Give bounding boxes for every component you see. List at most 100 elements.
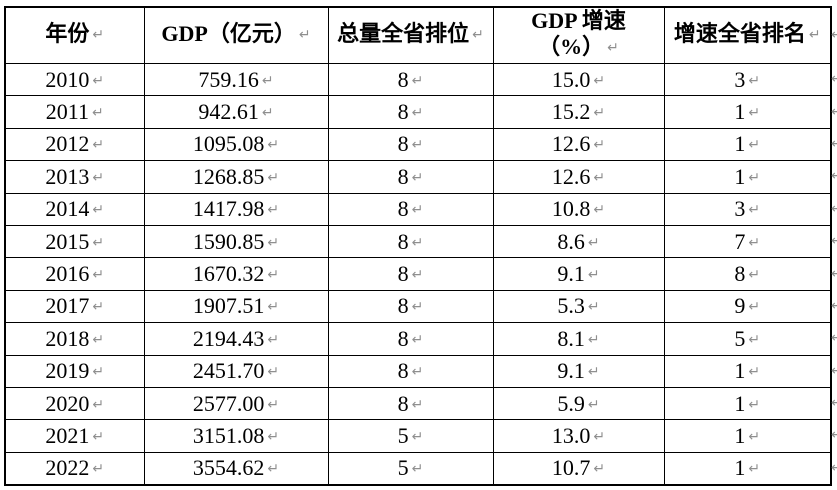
cell-text: 8.6	[557, 228, 585, 254]
end-of-cell-mark: ↵	[748, 137, 761, 154]
cell-text: 9.1	[557, 261, 585, 287]
end-of-cell-mark: ↵	[411, 364, 424, 381]
header-cell-year: 年份 ↵	[4, 6, 145, 64]
row-end-mark-slot: ↵	[831, 128, 837, 160]
table-cell: 9.1 ↵	[492, 354, 665, 388]
table-cell: 1 ↵	[663, 160, 832, 194]
end-of-cell-mark: ↵	[92, 299, 105, 316]
table-row: 2014 ↵ 1417.98 ↵ 8 ↵ 10.8 ↵ 3 ↵	[4, 192, 832, 226]
row-end-mark-slot: ↵	[831, 6, 837, 63]
cell-text: 8	[397, 293, 409, 319]
table-row: 2019 ↵ 2451.70 ↵ 8 ↵ 9.1 ↵ 1 ↵	[4, 354, 832, 388]
cell-text: 8	[397, 196, 409, 222]
table-cell: 3151.08 ↵	[143, 419, 329, 453]
end-of-cell-mark: ↵	[593, 461, 606, 478]
end-of-cell-mark: ↵	[472, 27, 484, 43]
table-cell: 942.61 ↵	[143, 95, 329, 129]
table-cell: 2577.00 ↵	[143, 386, 329, 421]
cell-text: 2014	[45, 196, 90, 222]
table-cell: 8 ↵	[327, 386, 494, 421]
table-cell: 3 ↵	[663, 192, 832, 226]
end-of-cell-mark: ↵	[267, 364, 280, 381]
end-of-cell-mark: ↵	[587, 299, 600, 316]
table-cell: 1590.85 ↵	[143, 224, 329, 259]
row-end-mark-slot: ↵	[831, 193, 837, 225]
cell-text: 2015	[45, 228, 90, 254]
table-cell: 2017 ↵	[4, 289, 145, 324]
table-cell: 8 ↵	[327, 192, 494, 226]
cell-text: 1	[734, 390, 746, 416]
cell-text: 9	[734, 293, 746, 319]
table-cell: 5 ↵	[663, 322, 832, 356]
end-of-cell-mark: ↵	[411, 202, 424, 219]
table-cell: 2021 ↵	[4, 419, 145, 453]
end-of-cell-mark: ↵	[748, 202, 761, 219]
table-cell: 2022 ↵	[4, 451, 145, 486]
table-cell: 8 ↵	[327, 257, 494, 291]
row-end-mark-slot: ↵	[831, 387, 837, 419]
table-cell: 13.0 ↵	[492, 419, 665, 453]
table-row: 2012 ↵ 1095.08 ↵ 8 ↵ 12.6 ↵ 1 ↵	[4, 127, 832, 162]
cell-text: 2451.70	[192, 358, 265, 384]
cell-text: 2577.00	[192, 390, 265, 416]
end-of-cell-mark: ↵	[267, 202, 280, 219]
cell-text: 1	[734, 358, 746, 384]
end-of-row-mark: ↵	[831, 362, 837, 379]
end-of-cell-mark: ↵	[607, 40, 619, 56]
row-end-mark-slot: ↵	[831, 290, 837, 322]
end-of-cell-mark: ↵	[593, 202, 606, 219]
end-of-cell-mark: ↵	[748, 428, 761, 445]
end-of-cell-mark: ↵	[267, 428, 280, 445]
end-of-cell-mark: ↵	[748, 169, 761, 186]
end-of-cell-mark: ↵	[267, 169, 280, 186]
cell-text: 5.3	[557, 293, 585, 319]
end-of-row-mark: ↵	[831, 168, 837, 185]
end-of-cell-mark: ↵	[587, 396, 600, 413]
cell-text: 3	[734, 66, 746, 92]
end-of-cell-mark: ↵	[748, 299, 761, 316]
cell-text: 15.0	[551, 66, 591, 92]
table-row: 2016 ↵ 1670.32 ↵ 8 ↵ 9.1 ↵ 8 ↵	[4, 257, 832, 291]
table-row: 2022 ↵ 3554.62 ↵ 5 ↵ 10.7 ↵ 1 ↵	[4, 451, 832, 486]
cell-text: 2016	[45, 261, 90, 287]
end-of-row-mark: ↵	[831, 135, 837, 152]
cell-text: 759.16	[198, 66, 259, 92]
table-cell: 15.2 ↵	[492, 95, 665, 129]
table-cell: 2018 ↵	[4, 322, 145, 356]
end-of-cell-mark: ↵	[748, 267, 761, 284]
table-cell: 8.1 ↵	[492, 322, 665, 356]
gdp-table: 年份 ↵ GDP（亿元） ↵ 总量全省排位 ↵ GDP 增速 （%） ↵ 增速全省排名 ↵ …	[4, 6, 832, 486]
table-cell: 1268.85 ↵	[143, 160, 329, 194]
cell-text: 5	[397, 422, 409, 448]
row-end-marks: ↵ ↵ ↵ ↵ ↵ ↵ ↵ ↵ ↵ ↵ ↵ ↵ ↵ ↵	[831, 6, 837, 484]
row-end-mark-slot: ↵	[831, 322, 837, 354]
cell-text: 1095.08	[192, 131, 265, 157]
cell-text: 8	[397, 228, 409, 254]
end-of-cell-mark: ↵	[92, 331, 105, 348]
cell-text: 1590.85	[192, 228, 265, 254]
table-cell: 10.8 ↵	[492, 192, 665, 226]
end-of-row-mark: ↵	[831, 459, 837, 476]
header-cell-growth-rank: 增速全省排名 ↵	[663, 6, 832, 64]
end-of-row-mark: ↵	[831, 427, 837, 444]
cell-text: 2011	[45, 99, 89, 125]
cell-text: 3	[734, 196, 746, 222]
end-of-row-mark: ↵	[831, 297, 837, 314]
table-cell: 2015 ↵	[4, 224, 145, 259]
header-text: （%）	[538, 34, 605, 59]
end-of-cell-mark: ↵	[587, 267, 600, 284]
cell-text: 1	[734, 99, 746, 125]
table-cell: 1 ↵	[663, 451, 832, 486]
cell-text: 8	[397, 261, 409, 287]
table-body: 2010 ↵ 759.16 ↵ 8 ↵ 15.0 ↵ 3 ↵ 2011 ↵ 942.61 ↵ 8 ↵ 15.2 ↵…	[4, 62, 832, 486]
table-cell: 3554.62 ↵	[143, 451, 329, 486]
table-row: 2011 ↵ 942.61 ↵ 8 ↵ 15.2 ↵ 1 ↵	[4, 95, 832, 129]
cell-text: 2018	[45, 325, 90, 351]
table-cell: 8 ↵	[327, 127, 494, 162]
table-cell: 8 ↵	[327, 160, 494, 194]
cell-text: 12.6	[551, 131, 591, 157]
table-cell: 5.3 ↵	[492, 289, 665, 324]
table-cell: 10.7 ↵	[492, 451, 665, 486]
cell-text: 5.9	[557, 390, 585, 416]
end-of-row-mark: ↵	[831, 26, 837, 43]
